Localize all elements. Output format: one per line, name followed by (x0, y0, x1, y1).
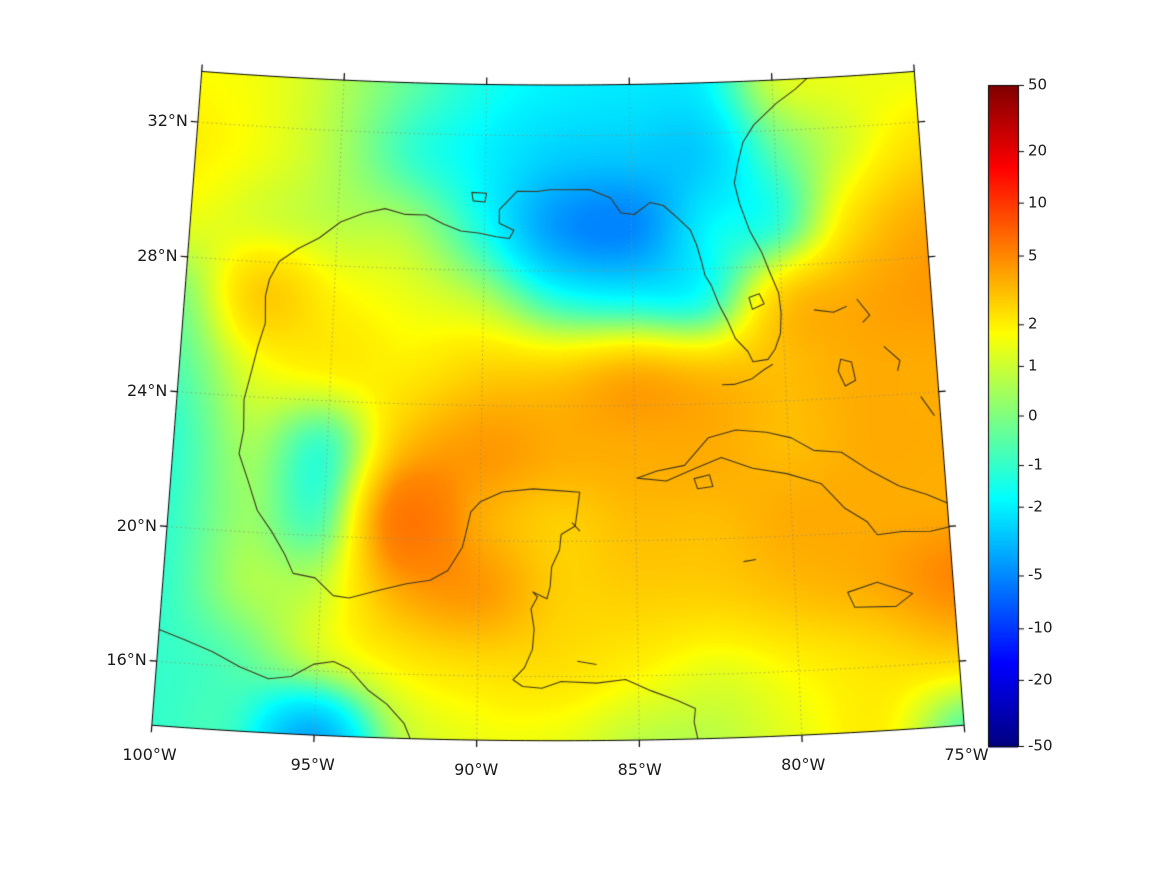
map-plot-canvas (0, 0, 1167, 875)
figure: 100°W 95°W 90°W 85°W 80°W 75°W 32°N 28°N 24°N 20°… (0, 0, 1167, 875)
